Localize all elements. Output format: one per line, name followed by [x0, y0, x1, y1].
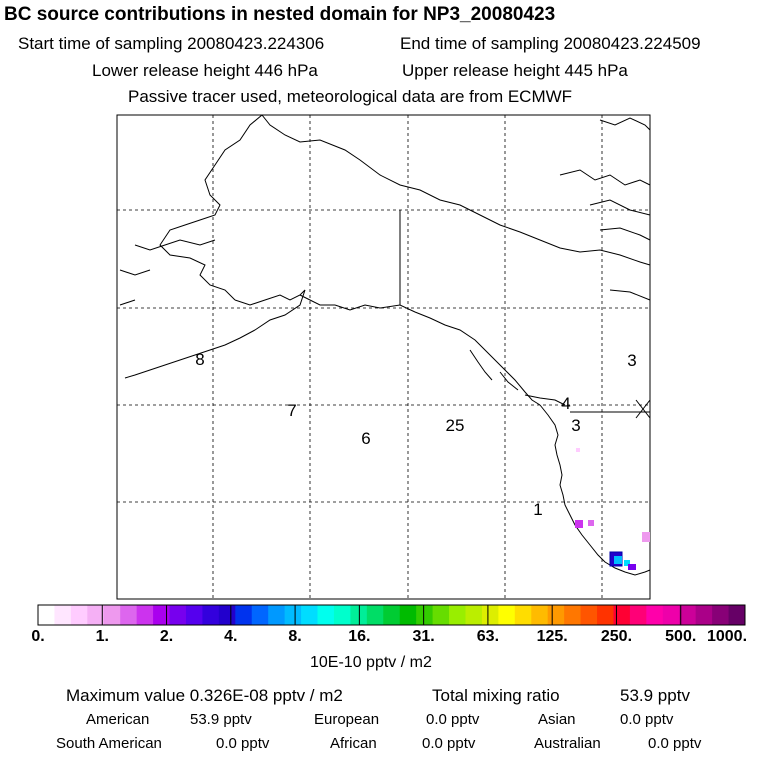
colorbar-segment: [54, 605, 72, 625]
colorbar-segment: [531, 605, 549, 625]
trajectory-label: 1: [533, 500, 542, 519]
map-gridlines: [117, 115, 650, 599]
colorbar-segment: [153, 605, 171, 625]
trajectory-label: 7: [287, 401, 296, 420]
colorbar-segment: [597, 605, 614, 625]
colorbar-segment: [514, 605, 532, 625]
region-label-australian: Australian: [534, 735, 601, 752]
source-cell: [614, 556, 622, 564]
region-value-south-american: 0.0 pptv: [216, 735, 270, 752]
colorbar-segment: [301, 605, 319, 625]
source-cell: [588, 520, 594, 526]
colorbar-segment: [251, 605, 269, 625]
start-time: Start time of sampling 20080423.224306: [18, 34, 325, 53]
colorbar-tick-label: 4.: [224, 628, 238, 645]
source-cell: [628, 564, 636, 570]
colorbar-segment: [202, 605, 220, 625]
end-time: End time of sampling 20080423.224509: [400, 34, 701, 53]
colorbar-segment: [366, 605, 384, 625]
trajectory-label: 8: [195, 350, 204, 369]
colorbar-segment: [38, 605, 55, 625]
region-label-asian: Asian: [538, 711, 576, 728]
region-value-asian: 0.0 pptv: [620, 711, 674, 728]
region-value-american: 53.9 pptv: [190, 711, 252, 728]
trajectory-label: 4: [561, 394, 570, 413]
colorbar-tick-label: 125.: [536, 628, 568, 645]
colorbar-tick-label: 2.: [159, 628, 174, 645]
max-value: Maximum value 0.326E-08 pptv / m2: [66, 686, 343, 705]
colorbar-segment: [169, 605, 187, 625]
trajectory-label: 6: [361, 429, 370, 448]
coastlines: [119, 114, 651, 576]
colorbar-segment: [185, 605, 203, 625]
colorbar-tick-label: 1000.: [706, 628, 748, 645]
trajectory-lines: [570, 399, 651, 419]
colorbar-segment: [399, 605, 417, 625]
total-mixing-label: Total mixing ratio: [432, 686, 560, 705]
colorbar-segment: [613, 605, 631, 625]
colorbar-segment: [136, 605, 154, 625]
colorbar-segment: [695, 605, 713, 625]
region-label-african: African: [330, 735, 377, 752]
region-value-african: 0.0 pptv: [422, 735, 476, 752]
colorbar-segment: [712, 605, 730, 625]
total-mixing-value: 53.9 pptv: [620, 686, 690, 705]
colorbar-segment: [564, 605, 582, 625]
tracer-note: Passive tracer used, meteorological data…: [128, 87, 573, 106]
colorbar-segment: [646, 605, 664, 625]
colorbar-segment: [449, 605, 466, 625]
region-label-american: American: [86, 711, 150, 728]
colorbar-tick-label: 63.: [476, 628, 500, 645]
colorbar-segment: [218, 605, 236, 625]
colorbar-segment: [317, 605, 335, 625]
colorbar-segment: [416, 605, 434, 625]
colorbar-frame: [37, 604, 746, 626]
colorbar-tick-label: 31.: [412, 628, 435, 645]
source-cell: [575, 520, 583, 528]
map-frame: [116, 114, 651, 600]
lower-release-height: Lower release height 446 hPa: [92, 61, 318, 80]
colorbar-segment: [662, 605, 680, 625]
colorbar-tick-label: 16.: [348, 628, 371, 645]
trajectory-label: 3: [571, 416, 580, 435]
colorbar-tick-label: 250.: [600, 628, 633, 645]
trajectory-label: 3: [627, 351, 636, 370]
upper-release-height: Upper release height 445 hPa: [402, 61, 628, 80]
colorbar-tick-label: 8.: [288, 628, 302, 645]
colorbar-segment: [580, 605, 598, 625]
colorbar-segment: [498, 605, 516, 625]
colorbar-segment: [432, 605, 450, 625]
source-cell: [624, 560, 630, 566]
colorbar-segment: [383, 605, 401, 625]
colorbar-tick-label: 0.: [31, 628, 45, 645]
region-label-south-american: South American: [56, 735, 162, 752]
colorbar-tick-label: 500.: [665, 628, 697, 645]
colorbar-tick-label: 1.: [95, 628, 109, 645]
region-value-australian: 0.0 pptv: [648, 735, 702, 752]
colorbar-segment: [87, 605, 105, 625]
colorbar-segment: [679, 605, 697, 625]
colorbar-units: 10E-10 pptv / m2: [310, 654, 432, 671]
colorbar-segment: [547, 605, 565, 625]
trajectory-label: 25: [446, 416, 465, 435]
region-label-european: European: [314, 711, 380, 728]
colorbar-segment: [120, 605, 138, 625]
colorbar-segment: [268, 605, 286, 625]
colorbar-segment: [481, 605, 499, 625]
region-value-european: 0.0 pptv: [426, 711, 480, 728]
colorbar-segment: [465, 605, 483, 625]
colorbar-segment: [103, 605, 121, 625]
source-cell: [642, 532, 650, 542]
chart-title: BC source contributions in nested domain…: [4, 4, 556, 25]
colorbar-segment: [333, 605, 351, 625]
colorbar-segment: [70, 605, 88, 625]
colorbar-segment: [284, 605, 302, 625]
colorbar-segment: [235, 605, 253, 625]
source-cell: [576, 448, 580, 452]
colorbar-segment: [728, 605, 746, 625]
colorbar-segment: [629, 605, 647, 625]
